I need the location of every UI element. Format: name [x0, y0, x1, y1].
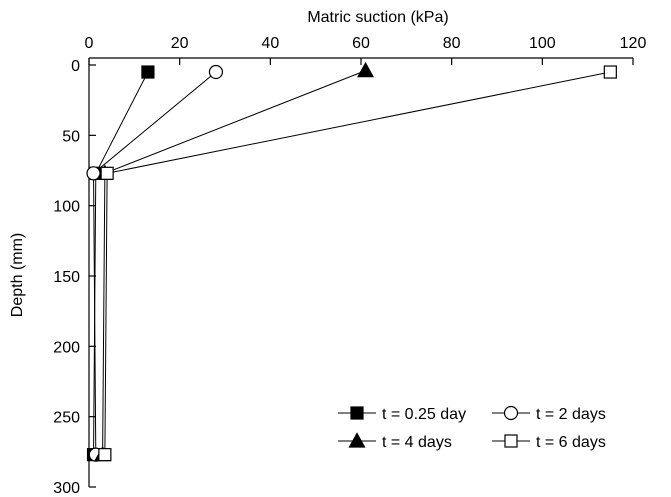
y-tick-label: 0	[71, 58, 80, 75]
data-point	[208, 64, 224, 80]
x-tick-label: 60	[352, 35, 370, 52]
series-line	[104, 71, 611, 455]
legend: t = 0.25 day t = 2 days t = 4 days t = 6 da…	[338, 405, 606, 451]
axis-ticks: 0 20 40 60 80 100 120 0 50 100 150 200 250 300	[53, 35, 646, 497]
y-tick-label: 250	[53, 410, 80, 427]
x-tick-label: 100	[529, 35, 556, 52]
y-tick-label: 200	[53, 339, 80, 356]
x-tick-label: 40	[261, 35, 279, 52]
x-tick-label: 20	[171, 35, 189, 52]
data-point	[98, 448, 112, 462]
legend-label: t = 0.25 day	[382, 406, 466, 423]
series-line	[102, 70, 366, 455]
data-point	[100, 166, 114, 180]
y-tick-label: 50	[62, 128, 80, 145]
legend-label: t = 6 days	[536, 434, 606, 451]
legend-label: t = 4 days	[382, 434, 452, 451]
y-tick-label: 100	[53, 199, 80, 216]
data-point	[141, 65, 155, 79]
data-point	[357, 61, 375, 78]
series-line	[93, 71, 149, 455]
series-line	[93, 71, 217, 455]
y-tick-label: 300	[53, 480, 80, 497]
legend-label: t = 2 days	[536, 406, 606, 423]
legend-marker	[350, 406, 364, 420]
x-tick-label: 0	[85, 35, 94, 52]
y-axis-title: Depth (mm)	[9, 233, 26, 317]
x-tick-label: 120	[620, 35, 647, 52]
series-layer	[86, 61, 617, 462]
legend-marker	[348, 432, 366, 448]
legend-marker	[504, 434, 518, 448]
legend-marker	[503, 405, 519, 421]
data-point	[603, 65, 617, 79]
x-tick-label: 80	[443, 35, 461, 52]
x-axis-title: Matric suction (kPa)	[307, 9, 448, 26]
y-tick-label: 150	[53, 269, 80, 286]
